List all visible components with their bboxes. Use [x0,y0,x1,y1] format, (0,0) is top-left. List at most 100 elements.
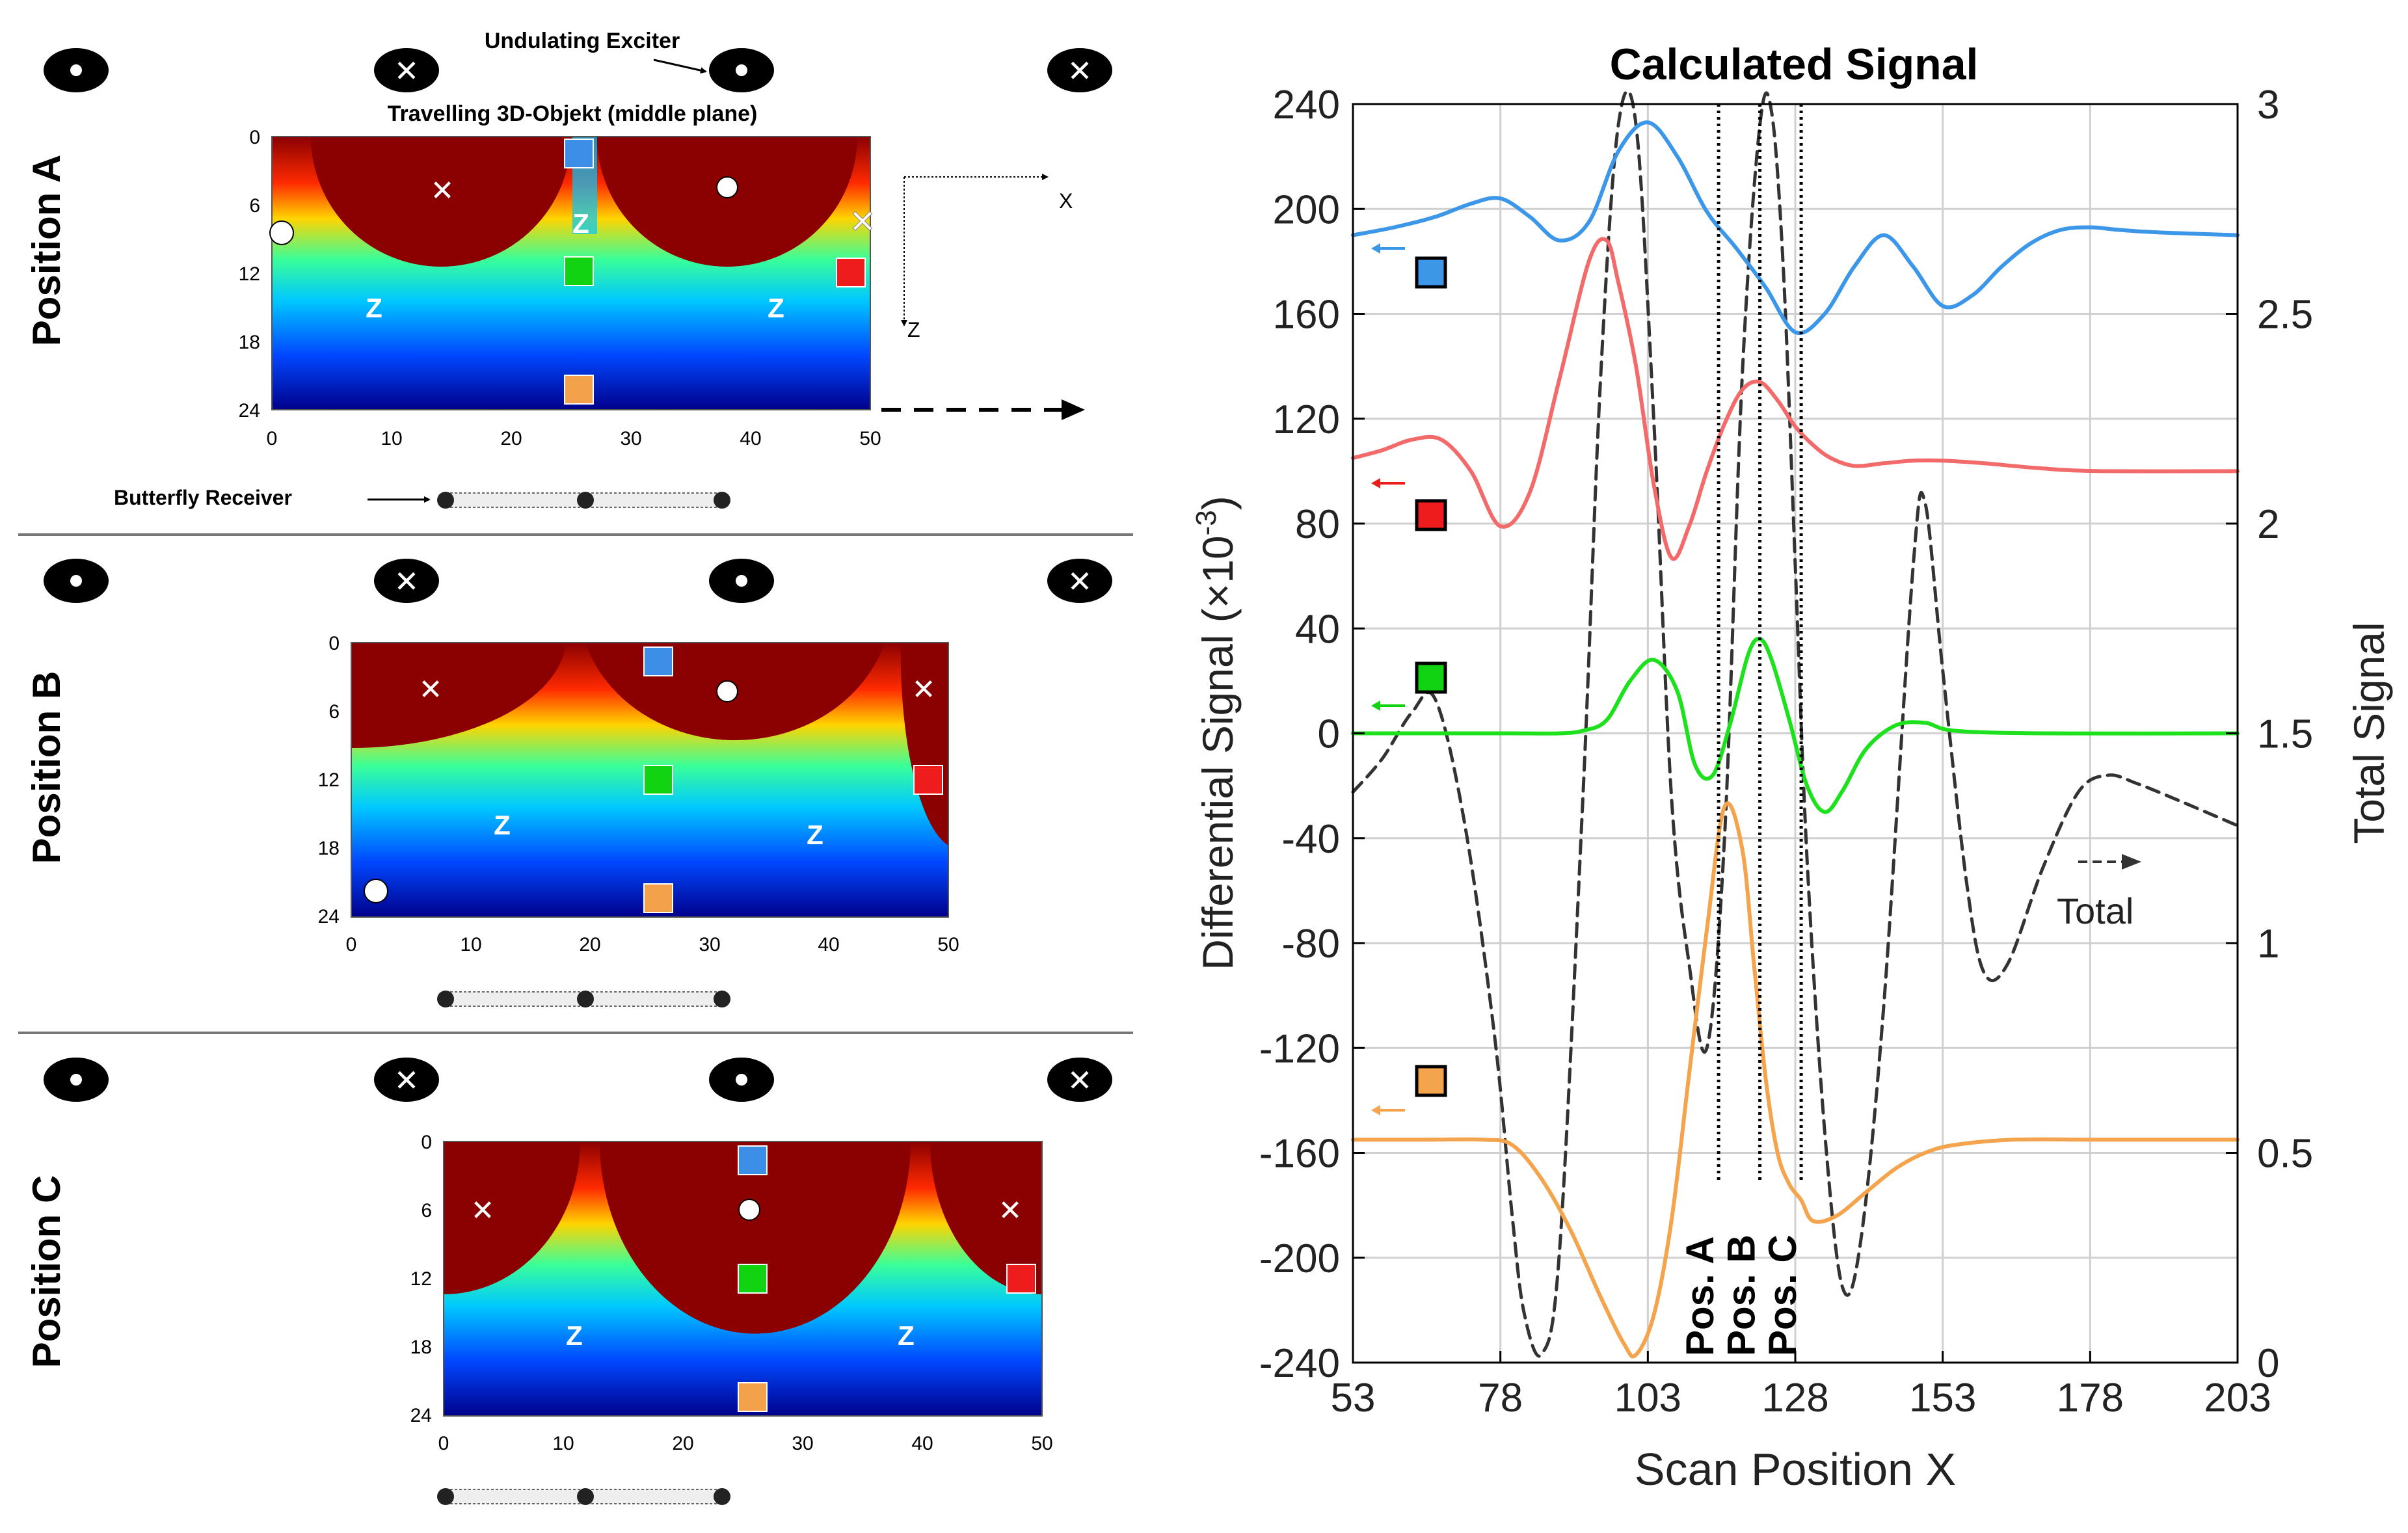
x-tick-label: 10 [552,1433,574,1454]
heatmap-a-x-ticks: 0 10 20 30 40 50 [267,428,881,449]
heatmap-b-x-ticks: 0 10 20 30 40 50 [346,934,959,955]
x-tick-label: 78 [1478,1376,1523,1420]
heatmap-lobe [930,1141,1042,1294]
legend-green [1371,661,1447,711]
x-tick-label: 50 [937,934,959,955]
x-tick-label: 128 [1761,1376,1828,1420]
y-left-tick-label: 80 [1295,502,1340,547]
x-tick-label: 40 [740,428,761,449]
panel-label: Position B [25,671,68,864]
y-left-tick-label: 120 [1273,397,1340,442]
y-right-ticks: 3 2.5 2 1.5 1 0.5 0 [2226,83,2313,1386]
exciter-eye-icon [709,1058,774,1102]
svg-text:✕: ✕ [394,54,420,88]
legend-arrowhead [1371,478,1380,488]
zone-label: Z [768,293,784,323]
exciter-eye-icon [44,48,109,92]
exciter-cross-icon: ✕ [374,48,439,92]
svg-text:✕: ✕ [1067,54,1093,88]
marker-square-orange [643,883,673,913]
heatmap-frame [351,642,949,918]
series-line-green [1351,637,2240,814]
z-tick-label: 6 [249,195,260,217]
zone-label: Z [898,1320,915,1351]
y-left-tick-label: 0 [1318,712,1340,757]
x-tick-label: 0 [438,1433,449,1454]
heatmap-lobe [444,1141,580,1294]
field-dot-mark [738,1199,760,1221]
svg-text:✕: ✕ [394,1063,420,1097]
y-left-tick-label: -160 [1259,1132,1340,1177]
x-tick-label: 203 [2204,1376,2271,1420]
legend-blue [1371,243,1447,289]
marker-square-blue [643,647,673,676]
left-panels: ✕ ✕ Undulating Exciter Travelling 3D-Obj… [18,29,1133,1505]
field-cross-mark: ✕ [912,674,936,706]
panel-position-a: ✕ ✕ Undulating Exciter Travelling 3D-Obj… [25,29,1112,509]
zone-label: Z [366,293,382,323]
total-annotation: Total [2057,854,2141,931]
heatmap-c: ✕ ✕ Z Z [443,1141,1043,1417]
marker-square-blue [738,1145,768,1175]
zone-label: Z [807,820,823,850]
exciter-pointer-arrow [653,59,707,74]
x-tick-label: 103 [1614,1376,1681,1420]
heatmap-a: ✕ ✕ Z Z Z [269,136,876,410]
zone-label: Z [566,1320,583,1351]
y-right-tick-label: 2.5 [2257,293,2313,338]
y-left-tick-label: -120 [1259,1026,1340,1071]
series-legend-markers [1371,243,1447,1115]
y-left-tick-label: 40 [1295,607,1340,652]
position-line-label: Pos. A [1678,1236,1722,1356]
y-left-tick-label: 160 [1273,293,1340,338]
y-left-axis-label-exponent: -3 [1190,510,1222,535]
z-tick-label: 12 [410,1268,432,1290]
field-cross-mark: ✕ [998,1195,1023,1227]
x-tick-label: 30 [699,934,720,955]
field-dot-mark [716,176,738,198]
legend-red [1371,478,1447,531]
y-right-tick-label: 0.5 [2257,1132,2313,1177]
x-tick-label: 30 [620,428,641,449]
svg-text:✕: ✕ [1067,1063,1093,1097]
y-left-tick-label: -80 [1281,922,1340,966]
butterfly-receiver [437,492,730,509]
marker-square-red [913,765,943,795]
z-tick-label: 24 [318,906,340,927]
field-dot-mark [269,220,294,245]
marker-square-orange [738,1382,768,1412]
series-line-blue [1351,120,2240,336]
total-arrowhead [2122,854,2141,870]
marker-square-blue [564,139,594,168]
x-tick-label: 40 [911,1433,933,1454]
z-tick-label: 24 [239,400,260,421]
exciter-cross-icon: ✕ [1047,1058,1112,1102]
field-dot-mark [716,680,738,702]
legend-square-orange [1415,1065,1447,1097]
x-tick-label: 20 [500,428,522,449]
total-label: Total [2057,890,2134,931]
y-right-tick-label: 3 [2257,83,2279,127]
x-tick-label: 20 [579,934,600,955]
y-right-axis-label: Total Signal [2345,622,2393,844]
legend-square-green [1415,661,1447,694]
series-line-red [1351,237,2240,561]
field-cross-mark: ✕ [431,175,455,207]
panel-position-b: ✕ ✕ ✕ ✕ Z Z 0 6 [25,559,1112,1007]
heatmap-lobe [597,137,857,267]
heatmap-lobe [351,643,566,749]
y-left-tick-label: -200 [1259,1236,1340,1281]
zone-label: Z [494,810,511,840]
exciter-label: Undulating Exciter [485,29,680,53]
field-cross-mark: ✕ [849,204,876,240]
x-tick-label: 10 [381,428,402,449]
butterfly-receiver [437,991,730,1007]
z-tick-label: 24 [410,1405,432,1426]
z-tick-label: 18 [410,1337,432,1358]
x-axis-letter: X [1059,189,1073,213]
heatmap-b: ✕ ✕ Z Z [351,642,949,918]
y-left-tick-label: -240 [1259,1341,1340,1386]
y-left-axis-label: Differential Signal (×10-3) [1190,496,1242,970]
